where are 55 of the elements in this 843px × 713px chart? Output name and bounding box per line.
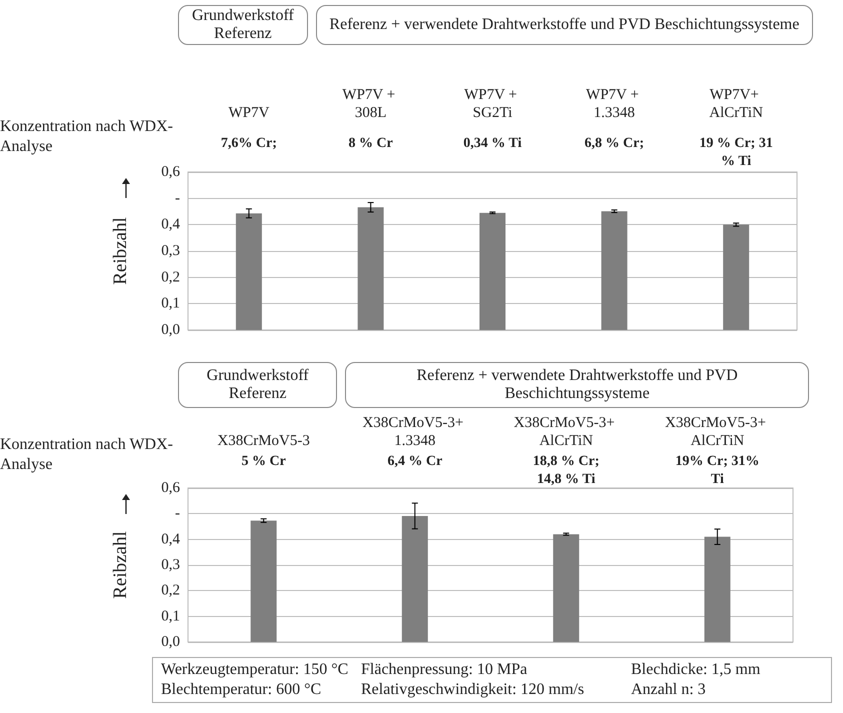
y-tick-label: 0,1 — [161, 296, 180, 312]
x-tick-label: WP7V + 1.3348 — [586, 87, 643, 121]
text: Flächenpressung: 10 MPa — [361, 660, 528, 680]
y-axis-title: Reibzahl — [110, 531, 131, 599]
text: Grundwerkstoff Referenz — [178, 362, 338, 408]
bar — [723, 224, 750, 330]
y-tick-label: - — [175, 190, 180, 206]
y-tick-label: 0,0 — [161, 634, 180, 650]
y-tick-label: 0,6 — [161, 164, 180, 180]
text: 7,6% Cr; — [220, 135, 278, 153]
x-tick-label: WP7V+ AlCrTiN — [709, 87, 764, 121]
bar — [358, 207, 384, 330]
text: 5 % Cr — [240, 453, 287, 471]
text: Grundwerkstoff Referenz — [178, 5, 308, 45]
x-tick-label: WP7V + 308L — [342, 87, 399, 121]
bar — [480, 212, 506, 330]
x-tick-label: X38CrMoV5-3+ AlCrTiN — [665, 415, 770, 449]
y-tick-label: 0,4 — [161, 216, 180, 233]
y-tick-label: 0,0 — [161, 322, 180, 338]
y-tick-label: 0,4 — [161, 531, 180, 548]
x-tick-label: X38CrMoV5-3+ AlCrTiN — [514, 415, 618, 449]
text: Anzahl n: 3 — [631, 680, 707, 700]
bar — [402, 516, 428, 642]
y-tick-label: 0,3 — [161, 243, 180, 259]
text: 8 % Cr — [348, 135, 394, 153]
text: Blechtemperatur: 600 °C — [161, 680, 322, 700]
x-tick-label: WP7V — [228, 105, 270, 121]
text: 18,8 % Cr; 14,8 % Ti — [532, 453, 600, 489]
x-tick-label: X38CrMoV5-3+ 1.3348 — [362, 415, 468, 449]
y-tick-label: 0,1 — [161, 608, 180, 624]
y-tick-label: 0,6 — [161, 480, 180, 496]
text: Konzentration nach WDX- Analyse — [0, 117, 174, 157]
text: 19% Cr; 31% Ti — [674, 453, 760, 489]
bar — [601, 211, 628, 330]
y-tick-label: 0,2 — [161, 582, 180, 599]
y-axis-title: Reibzahl — [110, 217, 131, 285]
text: 19 % Cr; 31 % Ti — [698, 135, 774, 171]
text: 6,8 % Cr; — [584, 135, 646, 153]
y-tick-label: 0,2 — [161, 269, 180, 286]
x-tick-label: X38CrMoV5-3 — [217, 433, 310, 449]
bar — [553, 534, 580, 642]
text: Blechdicke: 1,5 mm — [631, 660, 762, 680]
bar — [236, 213, 262, 330]
text: Konzentration nach WDX- Analyse — [0, 435, 174, 475]
x-tick-label: WP7V + SG2Ti — [464, 87, 521, 121]
text: Referenz + verwendete Drahtwerkstoffe und PVD Beschichtungssysteme — [345, 362, 809, 408]
text: 0,34 % Ti — [462, 135, 523, 153]
bar — [250, 520, 277, 642]
y-tick-label: 0,3 — [161, 557, 180, 573]
bar — [704, 536, 730, 642]
text: 6,4 % Cr — [386, 453, 444, 471]
text: Referenz + verwendete Drahtwerkstoffe und PVD Beschichtungssysteme — [316, 5, 813, 45]
y-tick-label: - — [175, 506, 180, 522]
text: Relativgeschwindigkeit: 120 mm/s — [361, 680, 586, 700]
text: Werkzeugtemperatur: 150 °C — [161, 660, 350, 680]
